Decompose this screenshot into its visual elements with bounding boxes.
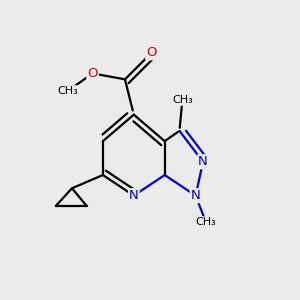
Text: CH₃: CH₃ [57,86,78,96]
Text: CH₃: CH₃ [196,217,216,227]
Text: N: N [129,189,139,202]
Text: O: O [146,46,157,59]
Text: CH₃: CH₃ [172,95,193,105]
Text: N: N [191,189,200,202]
Text: N: N [198,155,208,168]
Text: O: O [87,67,98,80]
